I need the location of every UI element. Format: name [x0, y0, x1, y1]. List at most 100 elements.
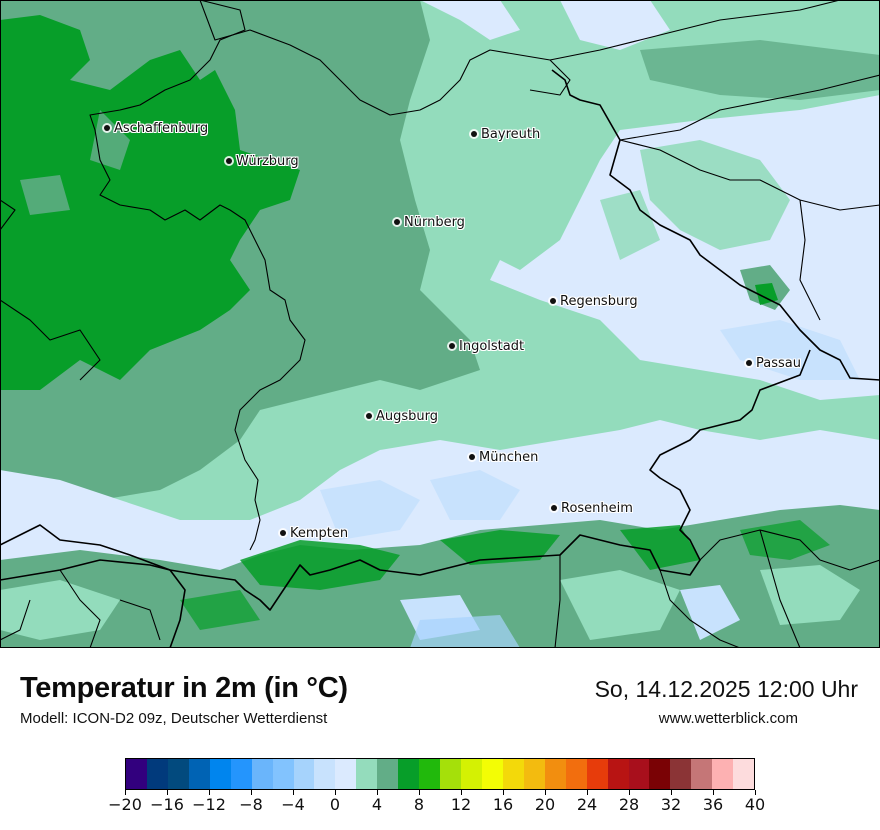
colorbar-bin	[544, 759, 566, 789]
colorbar-tick-label: 16	[492, 795, 514, 814]
city-marker-icon	[394, 219, 400, 225]
colorbar-bin	[586, 759, 608, 789]
colorbar-tick-label: 28	[618, 795, 640, 814]
valid-datetime: So, 14.12.2025 12:00 Uhr	[594, 676, 858, 702]
city-regensburg: Regensburg	[550, 293, 638, 309]
colorbar-bin	[126, 759, 147, 789]
city-label: Würzburg	[236, 153, 299, 169]
colorbar-tick-label: 12	[450, 795, 472, 814]
colorbar-tick-label: −20	[108, 795, 142, 814]
colorbar-bin	[167, 759, 189, 789]
colorbar-bin	[251, 759, 273, 789]
colorbar-bin	[523, 759, 545, 789]
city-label: Ingolstadt	[459, 338, 525, 354]
city-ingolstadt: Ingolstadt	[449, 338, 524, 354]
colorbar-tick-label: −8	[239, 795, 263, 814]
colorbar-tick-label: 24	[576, 795, 598, 814]
temperature-field	[0, 0, 880, 648]
colorbar-bin	[356, 759, 378, 789]
city-muenchen: München	[469, 449, 538, 465]
colorbar-tick-mark	[124, 790, 126, 795]
colorbar-tick-mark	[208, 790, 210, 795]
city-marker-icon	[746, 360, 752, 366]
colorbar-ticks: −20 −16 −12 −8 −4 0 4 8 12 16 20 24 28 32 36 40	[108, 790, 765, 830]
colorbar-bin	[398, 759, 420, 789]
city-label: Passau	[756, 355, 801, 371]
colorbar-bin	[188, 759, 210, 789]
city-label: Aschaffenburg	[114, 120, 209, 136]
city-rosenheim: Rosenheim	[551, 500, 633, 516]
colorbar-tick-mark	[712, 790, 714, 795]
colorbar-bin	[377, 759, 399, 789]
colorbar-bin	[565, 759, 587, 789]
colorbar-bin	[733, 759, 755, 789]
city-kempten: Kempten	[280, 525, 348, 541]
colorbar-bin	[146, 759, 168, 789]
model-source: Modell: ICON-D2 09z, Deutscher Wetterdie…	[20, 710, 328, 727]
colorbar-bin	[461, 759, 482, 789]
colorbar-tick-mark	[670, 790, 672, 795]
colorbar-tick-label: 8	[413, 795, 425, 814]
city-marker-icon	[104, 125, 110, 131]
temperature-map: Aschaffenburg Würzburg Bayreuth Nürnberg…	[0, 0, 880, 648]
city-wuerzburg: Würzburg	[226, 153, 299, 169]
colorbar-tick-label: 0	[329, 795, 341, 814]
city-marker-icon	[471, 131, 477, 137]
city-label: Kempten	[290, 525, 349, 541]
colorbar-bin	[272, 759, 294, 789]
colorbar-tick-mark	[544, 790, 546, 795]
city-marker-icon	[226, 158, 232, 164]
colorbar	[125, 758, 755, 790]
colorbar-tick-mark	[586, 790, 588, 795]
colorbar-tick-mark	[334, 790, 336, 795]
colorbar-tick-mark	[460, 790, 462, 795]
colorbar-bin	[712, 759, 734, 789]
colorbar-tick-label: 32	[660, 795, 682, 814]
website-credit: www.wetterblick.com	[658, 710, 798, 727]
city-label: Nürnberg	[404, 214, 465, 230]
colorbar-tick-label: −12	[192, 795, 226, 814]
city-marker-icon	[280, 530, 286, 536]
colorbar-bin	[481, 759, 503, 789]
city-label: München	[479, 449, 539, 465]
colorbar-bin	[607, 759, 629, 789]
city-marker-icon	[366, 413, 372, 419]
city-label: Rosenheim	[561, 500, 633, 516]
colorbar-bin	[440, 759, 461, 789]
city-marker-icon	[550, 298, 556, 304]
colorbar-tick-mark	[418, 790, 420, 795]
city-bayreuth: Bayreuth	[471, 126, 540, 142]
colorbar-bin	[419, 759, 441, 789]
colorbar-tick-mark	[502, 790, 504, 795]
colorbar-tick-mark	[376, 790, 378, 795]
colorbar-tick-mark	[628, 790, 630, 795]
city-marker-icon	[449, 343, 455, 349]
colorbar-bin	[335, 759, 357, 789]
city-label: Augsburg	[376, 408, 439, 424]
colorbar-tick-label: 36	[702, 795, 724, 814]
colorbar-bin	[628, 759, 650, 789]
colorbar-tick-mark	[754, 790, 756, 795]
city-marker-icon	[469, 454, 475, 460]
colorbar-tick-mark	[166, 790, 168, 795]
city-label: Bayreuth	[481, 126, 541, 142]
colorbar-bin	[670, 759, 692, 789]
city-label: Regensburg	[560, 293, 638, 309]
colorbar-tick-label: −4	[281, 795, 305, 814]
colorbar-bin	[691, 759, 713, 789]
chart-title: Temperatur in 2m (in °C)	[20, 672, 348, 704]
colorbar-bin	[314, 759, 336, 789]
city-augsburg: Augsburg	[366, 408, 438, 424]
colorbar-tick-mark	[292, 790, 294, 795]
colorbar-bin	[502, 759, 524, 789]
city-nuernberg: Nürnberg	[394, 214, 465, 230]
city-marker-icon	[551, 505, 557, 511]
colorbar-bin	[293, 759, 315, 789]
city-passau: Passau	[746, 355, 801, 371]
colorbar-tick-label: 4	[371, 795, 383, 814]
colorbar-tick-mark	[250, 790, 252, 795]
colorbar-tick-label: −16	[150, 795, 184, 814]
colorbar-tick-label: 20	[534, 795, 556, 814]
colorbar-bin	[649, 759, 671, 789]
colorbar-bin	[230, 759, 252, 789]
